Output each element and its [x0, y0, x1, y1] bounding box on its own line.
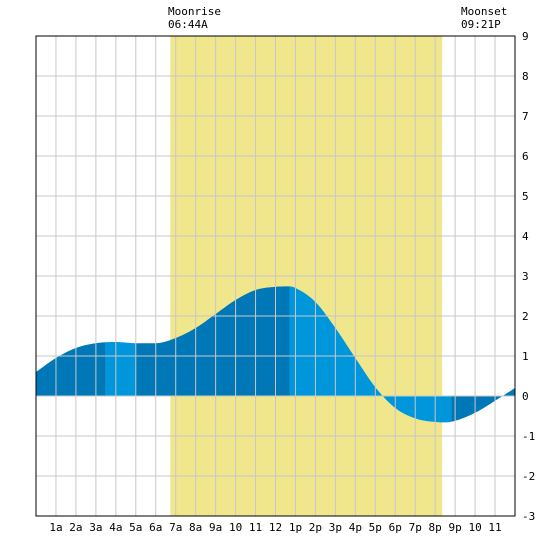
moonrise-time: 06:44A [168, 18, 208, 31]
moonset-label: Moonset [461, 5, 507, 18]
moonset-time: 09:21P [461, 18, 501, 31]
y-tick-label: 2 [522, 310, 529, 323]
grid-lines [36, 36, 515, 516]
moonrise-label: Moonrise [168, 5, 221, 18]
tide-area-segment-4 [289, 286, 452, 423]
x-tick-label: 9a [209, 521, 222, 534]
x-tick-label: 7a [169, 521, 182, 534]
x-tick-label: 5p [369, 521, 382, 534]
x-tick-label: 2a [69, 521, 82, 534]
y-axis-ticks: 9 8 7 6 5 4 3 2 1 0 -1 -2 -3 [522, 30, 535, 523]
x-tick-label: 3p [329, 521, 342, 534]
y-tick-label: 8 [522, 70, 529, 83]
x-tick-label: 4p [349, 521, 362, 534]
y-tick-label: -2 [522, 470, 535, 483]
y-tick-label: -1 [522, 430, 535, 443]
y-tick-label: 0 [522, 390, 529, 403]
x-axis-ticks: 1a 2a 3a 4a 5a 6a 7a 8a 9a 10 11 12 1p 2p 3p 4p 5p 6p 7p 8p… [49, 521, 501, 534]
x-tick-label: 10 [468, 521, 481, 534]
x-tick-label: 5a [129, 521, 142, 534]
x-tick-label: 6a [149, 521, 162, 534]
tide-area-segment-2 [105, 342, 136, 396]
x-tick-label: 11 [249, 521, 262, 534]
x-tick-label: 6p [389, 521, 402, 534]
y-tick-label: 6 [522, 150, 529, 163]
y-tick-label: 7 [522, 110, 529, 123]
y-tick-label: 5 [522, 190, 529, 203]
x-tick-label: 7p [409, 521, 422, 534]
x-tick-label: 11 [488, 521, 501, 534]
x-tick-label: 1a [49, 521, 62, 534]
y-tick-label: 9 [522, 30, 529, 43]
x-tick-label: 9p [449, 521, 462, 534]
x-tick-label: 3a [89, 521, 102, 534]
x-tick-label: 8a [189, 521, 202, 534]
x-tick-label: 4a [109, 521, 122, 534]
x-tick-label: 1p [289, 521, 302, 534]
y-tick-label: 3 [522, 270, 529, 283]
x-tick-label: 8p [429, 521, 442, 534]
x-tick-label: 12 [269, 521, 282, 534]
y-tick-label: -3 [522, 510, 535, 523]
x-tick-label: 10 [229, 521, 242, 534]
y-tick-label: 4 [522, 230, 529, 243]
plot-frame [35, 35, 516, 517]
y-tick-label: 1 [522, 350, 529, 363]
tide-area-segment-3 [135, 286, 290, 396]
x-tick-label: 2p [309, 521, 322, 534]
